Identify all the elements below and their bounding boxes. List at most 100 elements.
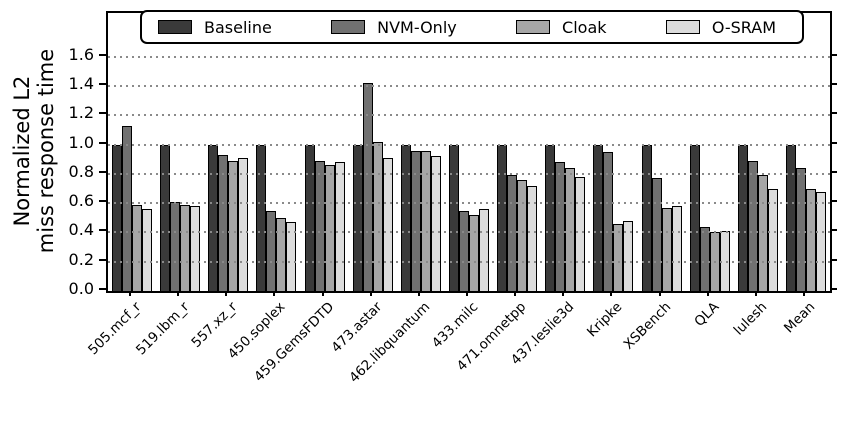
y-tick-mark bbox=[99, 258, 106, 261]
bar-o-sram-450.soplex bbox=[286, 222, 297, 291]
x-tick-mark bbox=[754, 291, 757, 296]
bar-cloak-QLA bbox=[709, 232, 720, 291]
bar-o-sram-505.mcf_r bbox=[142, 209, 153, 291]
y-tick-mark bbox=[830, 229, 837, 232]
y-tick-label: 0.6 bbox=[68, 191, 94, 211]
x-tick-mark bbox=[369, 291, 372, 296]
legend: Baseline NVM-Only Cloak O-SRAM bbox=[140, 10, 804, 44]
x-tick-mark bbox=[802, 291, 805, 296]
y-tick-label: 1.6 bbox=[68, 44, 94, 64]
legend-label: Cloak bbox=[562, 17, 607, 37]
legend-swatch-baseline bbox=[158, 20, 192, 34]
x-tick-mark bbox=[706, 291, 709, 296]
bar-baseline-437.leslie3d bbox=[545, 144, 556, 291]
bar-nvm-only-471.omnetpp bbox=[507, 175, 518, 291]
bar-cloak-lulesh bbox=[757, 175, 768, 291]
y-tick-label: 0.2 bbox=[68, 249, 94, 269]
x-tick-mark bbox=[321, 291, 324, 296]
gridline bbox=[108, 114, 830, 117]
bar-o-sram-Mean bbox=[815, 191, 826, 291]
x-tick-mark bbox=[129, 291, 132, 296]
bar-o-sram-471.omnetpp bbox=[527, 185, 538, 291]
bar-nvm-only-557.xz_r bbox=[218, 154, 229, 291]
bar-baseline-QLA bbox=[689, 144, 700, 291]
bar-nvm-only-Kripke bbox=[603, 152, 614, 291]
x-tick-mark bbox=[177, 291, 180, 296]
bar-o-sram-Kripke bbox=[623, 220, 634, 291]
y-tick-mark bbox=[830, 288, 837, 290]
bar-baseline-450.soplex bbox=[256, 144, 267, 291]
bar-o-sram-QLA bbox=[719, 231, 730, 291]
bar-cloak-557.xz_r bbox=[228, 160, 239, 291]
bar-nvm-only-lulesh bbox=[747, 160, 758, 291]
bar-baseline-XSBench bbox=[641, 144, 652, 291]
legend-entry-nvm-only: NVM-Only bbox=[331, 18, 457, 37]
bar-cloak-471.omnetpp bbox=[517, 179, 528, 291]
bar-cloak-XSBench bbox=[661, 207, 672, 291]
bar-baseline-471.omnetpp bbox=[497, 144, 508, 291]
y-tick-mark bbox=[99, 229, 106, 232]
bar-o-sram-519.lbm_r bbox=[190, 206, 201, 291]
bar-o-sram-XSBench bbox=[671, 206, 682, 291]
legend-swatch-nvm-only bbox=[331, 20, 366, 34]
bar-nvm-only-XSBench bbox=[651, 178, 662, 291]
gridline bbox=[108, 55, 830, 58]
bar-baseline-Mean bbox=[785, 144, 796, 291]
y-tick-mark bbox=[830, 83, 837, 86]
legend-swatch-o-sram bbox=[665, 20, 700, 34]
x-tick-mark bbox=[658, 291, 661, 296]
bar-o-sram-lulesh bbox=[767, 188, 778, 291]
legend-entry-o-sram: O-SRAM bbox=[665, 17, 776, 37]
bar-cloak-450.soplex bbox=[276, 217, 287, 291]
y-tick-label: 0.4 bbox=[68, 220, 94, 240]
bar-o-sram-557.xz_r bbox=[238, 157, 249, 291]
bar-nvm-only-433.milc bbox=[459, 210, 469, 291]
y-tick-mark bbox=[99, 288, 106, 290]
y-tick-mark bbox=[99, 200, 106, 203]
legend-label: Baseline bbox=[204, 17, 272, 37]
bar-baseline-462.libquantum bbox=[400, 144, 411, 291]
bar-o-sram-473.astar bbox=[382, 157, 393, 291]
bar-baseline-lulesh bbox=[737, 144, 748, 291]
x-tick-mark bbox=[417, 291, 420, 296]
y-tick-mark bbox=[830, 258, 837, 261]
bar-baseline-519.lbm_r bbox=[160, 144, 171, 291]
x-tick-mark bbox=[610, 291, 613, 296]
bar-cloak-462.libquantum bbox=[420, 150, 431, 291]
y-tick-mark bbox=[99, 141, 106, 144]
bar-o-sram-433.milc bbox=[479, 209, 489, 291]
bar-cloak-Kripke bbox=[613, 223, 624, 291]
y-tick-mark bbox=[99, 83, 106, 86]
bar-nvm-only-459.GemsFDTD bbox=[314, 160, 325, 291]
bar-nvm-only-437.leslie3d bbox=[555, 162, 566, 291]
bar-cloak-473.astar bbox=[372, 141, 383, 291]
y-tick-label: 0.0 bbox=[68, 279, 94, 298]
y-tick-mark bbox=[99, 170, 106, 173]
x-tick-mark bbox=[273, 291, 276, 296]
y-axis-label-line1: Normalized L2 bbox=[10, 75, 34, 227]
bar-nvm-only-QLA bbox=[699, 226, 710, 291]
y-tick-label: 1.0 bbox=[68, 132, 94, 152]
y-tick-mark bbox=[830, 141, 837, 144]
bar-nvm-only-Mean bbox=[795, 168, 806, 291]
bar-baseline-459.GemsFDTD bbox=[304, 144, 315, 291]
bar-nvm-only-462.libquantum bbox=[410, 150, 421, 291]
plot-area bbox=[106, 11, 832, 293]
bar-cloak-505.mcf_r bbox=[132, 204, 143, 291]
bar-nvm-only-450.soplex bbox=[266, 210, 277, 291]
y-tick-mark bbox=[99, 112, 106, 115]
x-tick-mark bbox=[225, 291, 228, 296]
gridline bbox=[108, 85, 830, 88]
bar-nvm-only-473.astar bbox=[362, 83, 373, 291]
x-tick-mark bbox=[514, 291, 517, 296]
legend-label: NVM-Only bbox=[377, 17, 457, 37]
x-tick-mark bbox=[466, 291, 468, 296]
y-tick-label: 1.4 bbox=[68, 74, 94, 94]
y-tick-mark bbox=[99, 53, 106, 56]
bar-cloak-519.lbm_r bbox=[180, 204, 191, 291]
y-tick-mark bbox=[830, 200, 837, 203]
legend-entry-cloak: Cloak bbox=[516, 17, 607, 37]
bar-baseline-505.mcf_r bbox=[112, 144, 123, 291]
legend-label: O-SRAM bbox=[711, 17, 776, 37]
y-axis-label: Normalized L2 miss response time bbox=[10, 6, 60, 296]
